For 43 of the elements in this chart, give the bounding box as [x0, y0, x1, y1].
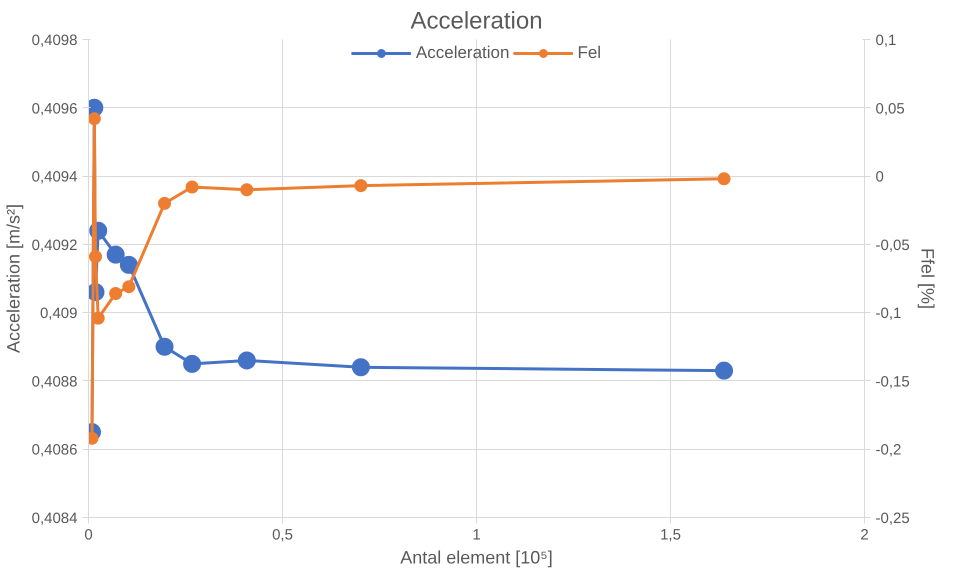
y-tick-label: 0,409	[40, 305, 78, 322]
point	[186, 180, 199, 194]
point	[120, 256, 138, 274]
x-tick-label: 1,5	[660, 526, 681, 544]
point	[158, 196, 172, 210]
point	[718, 172, 731, 186]
x-tick-label: 1	[472, 526, 481, 544]
point	[88, 250, 102, 264]
point	[183, 354, 202, 373]
point	[88, 112, 101, 126]
y-tick-label: 0,4096	[32, 100, 78, 118]
y-tick-label: 0,4094	[32, 168, 78, 186]
point	[352, 358, 370, 376]
point	[109, 287, 122, 300]
y2-tick-label: -0,2	[876, 442, 902, 459]
y2-tick-label: -0,15	[876, 373, 910, 390]
y-tick-label: 0,4084	[32, 510, 78, 527]
x-tick-label: 0	[84, 526, 93, 544]
y2-tick-label: 0,05	[876, 100, 905, 118]
point	[156, 338, 174, 356]
point	[122, 280, 136, 294]
point	[240, 183, 254, 196]
x-tick-label: 0,5	[272, 526, 293, 544]
point	[354, 179, 368, 192]
chart-title: Acceleration	[410, 8, 543, 34]
y-axis-title: Acceleration [m/s²]	[4, 204, 24, 354]
legend-label: Acceleration	[416, 43, 510, 63]
y2-tick-label: 0	[876, 168, 884, 186]
y-tick-label: 0,4098	[32, 32, 78, 49]
legend-label: Fel	[577, 43, 602, 63]
y2-tick-label: -0,25	[876, 510, 910, 527]
x-tick-label: 2	[860, 526, 869, 544]
y-tick-label: 0,4088	[32, 373, 78, 390]
y-tick-label: 0,4092	[32, 236, 78, 254]
y2-tick-label: -0,05	[876, 236, 910, 254]
x-axis-title: Antal element [10⁵]	[400, 548, 553, 568]
point	[715, 362, 734, 380]
y2-tick-label: 0,1	[876, 32, 896, 49]
y2-tick-label: -0,1	[876, 305, 902, 322]
y-tick-label: 0,4086	[32, 442, 78, 459]
point	[106, 246, 125, 264]
y2-axis-title: Ffel [%]	[918, 248, 938, 310]
point	[238, 351, 256, 370]
